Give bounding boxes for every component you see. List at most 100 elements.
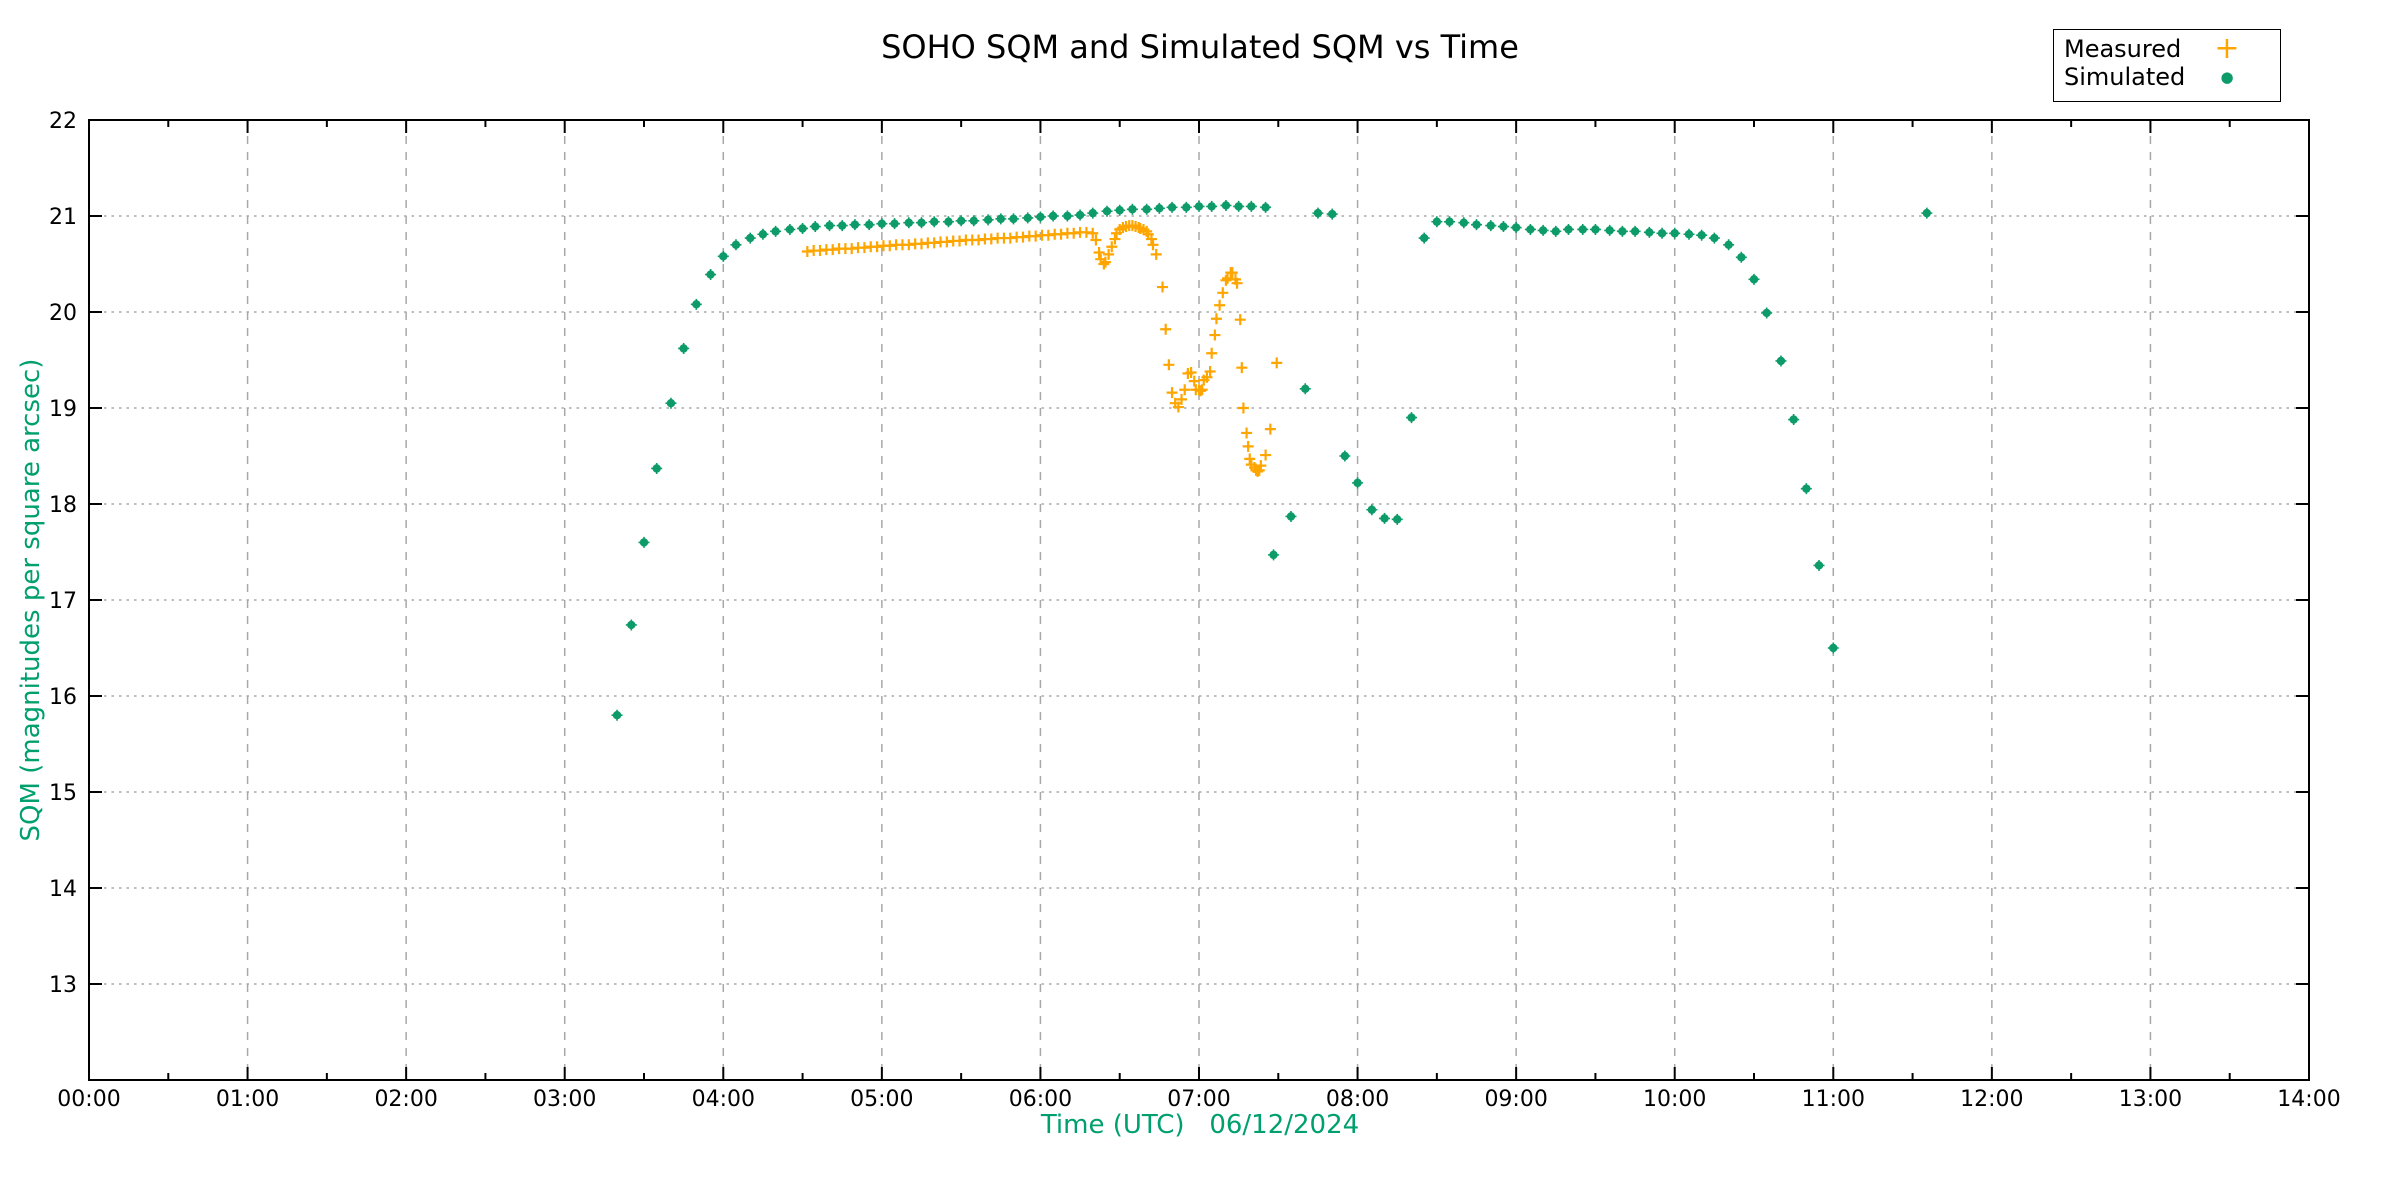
data-point-measured: [1253, 464, 1265, 476]
y-axis-title: SQM (magnitudes per square arcsec): [16, 358, 46, 842]
data-point-simulated: [798, 224, 807, 233]
data-point-simulated: [706, 270, 715, 279]
data-point-simulated: [1075, 210, 1085, 220]
data-point-simulated: [1340, 451, 1350, 461]
data-point-measured: [1145, 233, 1157, 245]
x-tick-label: 06:00: [1009, 1087, 1072, 1112]
y-tick-label: 13: [49, 973, 77, 998]
simulated-dot-icon: ●: [2220, 68, 2234, 86]
data-point-simulated: [1142, 205, 1151, 214]
data-point-simulated: [1749, 275, 1759, 284]
data-point-simulated: [850, 220, 860, 229]
data-point-measured: [1201, 371, 1213, 383]
data-point-simulated: [1380, 514, 1389, 523]
legend-label-measured: Measured: [2064, 35, 2182, 63]
data-point-simulated: [917, 218, 926, 227]
data-point-simulated: [719, 252, 728, 261]
data-point-simulated: [956, 216, 966, 225]
data-point-simulated: [1486, 221, 1495, 230]
x-tick-label: 11:00: [1802, 1087, 1865, 1112]
data-point-simulated: [1829, 643, 1838, 653]
data-point-measured: [1147, 239, 1159, 251]
data-point-simulated: [1036, 212, 1045, 222]
data-point-simulated: [1182, 203, 1191, 212]
x-tick-label: 13:00: [2119, 1087, 2182, 1112]
x-tick-label: 01:00: [216, 1087, 279, 1112]
y-tick-label: 22: [49, 109, 77, 134]
x-tick-label: 03:00: [533, 1087, 596, 1112]
data-point-simulated: [1048, 211, 1058, 221]
data-point-measured: [1241, 427, 1253, 439]
data-point-simulated: [929, 217, 939, 226]
data-point-simulated: [1724, 240, 1733, 249]
data-point-simulated: [1472, 220, 1481, 229]
data-point-simulated: [679, 344, 688, 353]
data-point-simulated: [1128, 205, 1137, 214]
y-tick-label: 20: [49, 301, 77, 326]
y-tick-label: 19: [49, 397, 77, 422]
data-point-measured: [1244, 453, 1256, 465]
data-point-measured: [1204, 366, 1216, 378]
x-tick-label: 14:00: [2277, 1087, 2340, 1112]
data-point-measured: [1160, 323, 1172, 335]
data-point-simulated: [1247, 202, 1256, 211]
x-axis-title: Time (UTC) 06/12/2024: [1040, 1110, 1360, 1140]
y-tick-label: 18: [49, 493, 77, 518]
data-point-simulated: [996, 214, 1005, 224]
data-point-simulated: [1776, 356, 1786, 366]
data-point-simulated: [1645, 228, 1654, 237]
data-point-simulated: [746, 233, 755, 243]
data-point-measured: [1103, 248, 1115, 260]
data-point-simulated: [1286, 512, 1296, 521]
data-point-measured: [1176, 393, 1188, 405]
data-point-simulated: [1459, 218, 1469, 227]
data-point-measured: [1264, 423, 1276, 435]
data-point-measured: [1237, 402, 1249, 414]
x-tick-label: 04:00: [692, 1087, 755, 1112]
data-point-simulated: [1023, 213, 1032, 223]
data-point-simulated: [1551, 227, 1560, 236]
data-point-measured: [1271, 357, 1283, 369]
data-point-simulated: [1088, 208, 1097, 218]
y-tick-label: 16: [49, 685, 77, 710]
data-point-measured: [1260, 449, 1272, 461]
data-point-simulated: [1432, 217, 1442, 226]
data-point-simulated: [1301, 384, 1310, 393]
data-point-simulated: [1419, 233, 1429, 243]
data-point-measured: [1231, 277, 1243, 289]
data-point-simulated: [1269, 550, 1278, 560]
x-tick-label: 05:00: [850, 1087, 913, 1112]
data-point-simulated: [785, 225, 795, 234]
data-point-measured: [1217, 287, 1229, 299]
data-point-simulated: [1564, 225, 1573, 234]
data-point-measured: [1106, 241, 1118, 253]
legend-item-simulated: Simulated ●: [2054, 63, 2280, 91]
data-point-simulated: [1789, 415, 1798, 424]
data-point-simulated: [838, 221, 847, 230]
data-point-simulated: [1445, 217, 1454, 226]
data-point-simulated: [1115, 206, 1124, 215]
data-point-simulated: [758, 230, 768, 239]
data-point-simulated: [811, 222, 820, 231]
series-measured: [801, 220, 1283, 477]
data-point-measured: [1172, 401, 1184, 413]
measured-plus-icon: +: [2214, 31, 2240, 66]
data-point-measured: [1090, 234, 1102, 246]
data-point-measured: [1214, 299, 1226, 311]
data-point-simulated: [1605, 226, 1614, 235]
data-point-simulated: [969, 216, 979, 225]
data-point-simulated: [1657, 229, 1667, 238]
data-point-simulated: [627, 620, 636, 630]
data-point-simulated: [1063, 211, 1072, 221]
data-point-measured: [1188, 375, 1200, 387]
data-point-simulated: [1591, 225, 1600, 234]
data-point-measured: [1087, 227, 1099, 239]
y-tick-label: 14: [49, 877, 77, 902]
data-point-simulated: [1737, 253, 1746, 262]
data-point-simulated: [1155, 204, 1164, 213]
legend-item-measured: Measured +: [2054, 31, 2280, 66]
x-tick-label: 12:00: [1960, 1087, 2023, 1112]
data-point-measured: [1163, 359, 1175, 371]
